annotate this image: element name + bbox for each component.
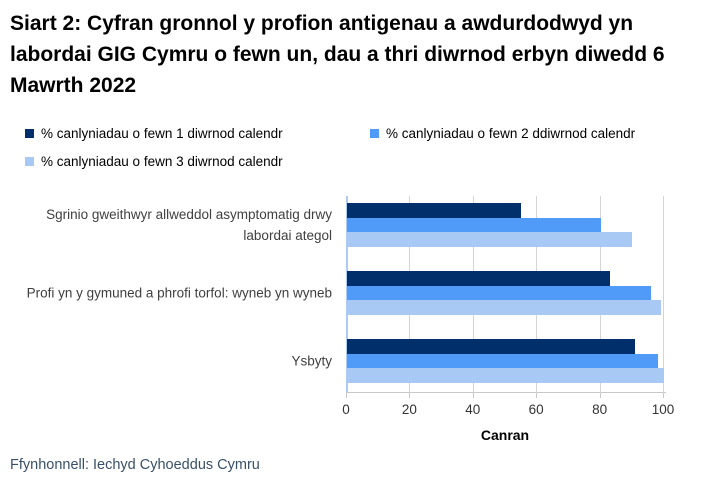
bar (347, 285, 652, 301)
legend-swatch-icon (25, 129, 34, 138)
tick-mark (663, 393, 664, 398)
plot-area (346, 196, 666, 398)
legend-label: % canlyniadau o fewn 2 ddiwrnod calendr (386, 126, 636, 141)
bar (347, 339, 636, 354)
category-axis-labels: Sgrinio gweithwyr allweddol asymptomatig… (0, 196, 338, 393)
tick-mark (536, 393, 538, 398)
chart-title: Siart 2: Cyfran gronnol y profion antige… (10, 12, 665, 97)
x-axis-line (346, 392, 666, 393)
tick-mark (472, 393, 474, 398)
category-label: Profi yn y gymuned a phrofi torfol: wyne… (26, 285, 332, 301)
legend-label: % canlyniadau o fewn 1 diwrnod calendr (41, 126, 283, 141)
x-tick-label: 0 (342, 402, 350, 417)
legend-item: % canlyniadau o fewn 3 diwrnod calendr (25, 154, 370, 169)
x-tick-label: 20 (401, 402, 417, 417)
bar (347, 217, 601, 233)
bar (347, 203, 522, 218)
bar (347, 368, 664, 383)
x-tick-label: 40 (465, 402, 481, 417)
x-tick-label: 60 (528, 402, 544, 417)
legend: % canlyniadau o fewn 1 diwrnod calendr % … (25, 126, 690, 169)
x-axis-title: Canran (480, 427, 530, 443)
legend-swatch-icon (25, 157, 34, 166)
bar (347, 271, 611, 286)
source-note: Ffynhonnell: Iechyd Cyhoeddus Cymru (10, 457, 260, 473)
x-axis-tick-labels: 0 20 40 60 80 100 (342, 402, 674, 418)
gridline (663, 196, 664, 393)
legend-item: % canlyniadau o fewn 1 diwrnod calendr (25, 126, 370, 141)
bar (347, 353, 658, 369)
bar (347, 300, 661, 315)
tick-mark (599, 393, 601, 398)
legend-item: % canlyniadau o fewn 2 ddiwrnod calendr (370, 126, 690, 141)
x-tick-label: 80 (592, 402, 608, 417)
x-tick-label: 100 (651, 402, 675, 417)
category-label: Ysbyty (291, 353, 332, 369)
legend-swatch-icon (370, 129, 379, 138)
bar (347, 232, 633, 247)
tick-mark (409, 393, 411, 398)
tick-mark (346, 393, 347, 398)
legend-label: % canlyniadau o fewn 3 diwrnod calendr (41, 154, 283, 169)
category-label: Sgrinio gweithwyr allweddol asymptomatig… (46, 206, 332, 243)
